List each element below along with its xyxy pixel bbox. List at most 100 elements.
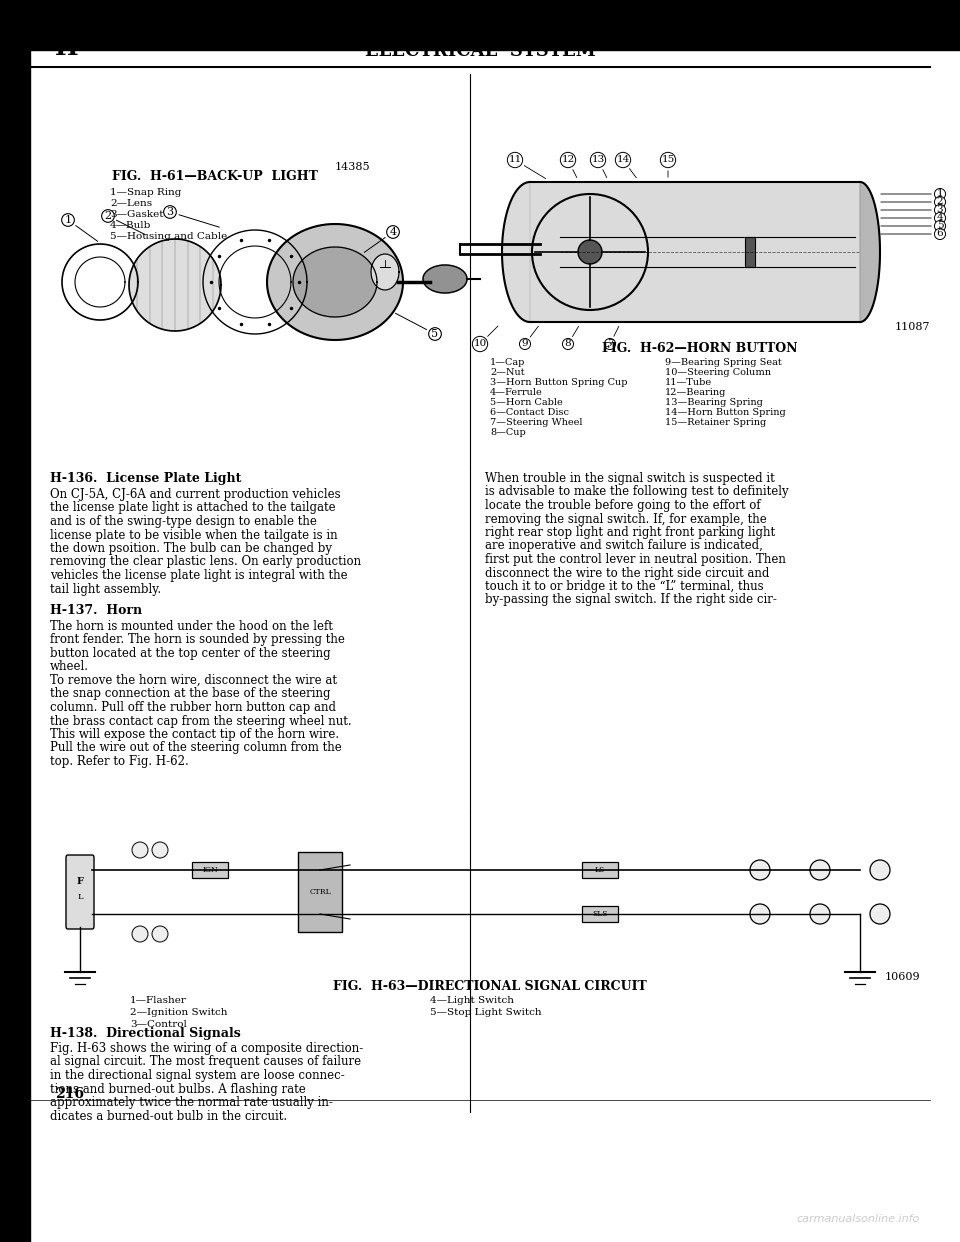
Text: 8—Cup: 8—Cup: [490, 428, 526, 437]
Bar: [0, 0, 30, 1242]
Text: Fig. H-63 shows the wiring of a composite direction-: Fig. H-63 shows the wiring of a composit…: [50, 1042, 363, 1054]
Text: SLS: SLS: [592, 910, 608, 918]
Text: 3: 3: [880, 205, 944, 215]
Text: first put the control lever in neutral position. Then: first put the control lever in neutral p…: [485, 553, 786, 566]
Text: 15—Retainer Spring: 15—Retainer Spring: [665, 419, 766, 427]
Text: tail light assembly.: tail light assembly.: [50, 582, 161, 595]
Text: F: F: [77, 878, 84, 887]
Text: 6: 6: [880, 230, 944, 238]
Text: the brass contact cap from the steering wheel nut.: the brass contact cap from the steering …: [50, 714, 351, 728]
Text: 4—Ferrule: 4—Ferrule: [490, 388, 542, 397]
Text: LS: LS: [595, 866, 605, 874]
Text: L: L: [77, 893, 83, 900]
Text: 14385: 14385: [334, 161, 370, 171]
Text: tions and burned-out bulbs. A flashing rate: tions and burned-out bulbs. A flashing r…: [50, 1083, 305, 1095]
Text: 9—Bearing Spring Seat: 9—Bearing Spring Seat: [665, 358, 781, 366]
Text: button located at the top center of the steering: button located at the top center of the …: [50, 647, 330, 660]
Text: 14: 14: [616, 155, 636, 178]
Text: al signal circuit. The most frequent causes of failure: al signal circuit. The most frequent cau…: [50, 1056, 361, 1068]
Text: H: H: [55, 36, 79, 60]
Text: 7—Steering Wheel: 7—Steering Wheel: [490, 419, 583, 427]
Text: 11: 11: [509, 155, 545, 179]
Text: the license plate light is attached to the tailgate: the license plate light is attached to t…: [50, 502, 336, 514]
Text: ELECTRICAL  SYSTEM: ELECTRICAL SYSTEM: [365, 42, 595, 60]
Polygon shape: [293, 247, 377, 317]
Text: 2—Nut: 2—Nut: [490, 368, 524, 378]
Text: 14—Horn Button Spring: 14—Horn Button Spring: [665, 409, 785, 417]
Text: 1—Snap Ring: 1—Snap Ring: [110, 188, 181, 197]
Circle shape: [810, 904, 830, 924]
Text: 12—Bearing: 12—Bearing: [665, 388, 727, 397]
Text: 8: 8: [564, 327, 579, 349]
Text: are inoperative and switch failure is indicated,: are inoperative and switch failure is in…: [485, 539, 763, 553]
Bar: [582, 905, 618, 922]
Circle shape: [870, 859, 890, 881]
Text: H-138.  Directional Signals: H-138. Directional Signals: [50, 1027, 241, 1040]
Text: 1: 1: [64, 215, 98, 241]
Text: 6—Contact Disc: 6—Contact Disc: [490, 409, 569, 417]
Polygon shape: [129, 238, 221, 332]
Text: license plate to be visible when the tailgate is in: license plate to be visible when the tai…: [50, 529, 338, 542]
Text: 3—Gasket: 3—Gasket: [110, 210, 163, 219]
Text: 1: 1: [880, 190, 944, 199]
Text: 4—Light Switch: 4—Light Switch: [430, 996, 514, 1005]
Text: 4: 4: [364, 227, 396, 252]
Text: On CJ-5A, CJ-6A and current production vehicles: On CJ-5A, CJ-6A and current production v…: [50, 488, 341, 501]
Text: FIG.  H-61—BACK-UP  LIGHT: FIG. H-61—BACK-UP LIGHT: [112, 170, 318, 183]
Polygon shape: [860, 183, 880, 322]
Circle shape: [750, 904, 770, 924]
Text: carmanualsonline.info: carmanualsonline.info: [797, 1213, 920, 1225]
Text: FIG.  H-62—HORN BUTTON: FIG. H-62—HORN BUTTON: [602, 342, 798, 355]
Text: locate the trouble before going to the effort of: locate the trouble before going to the e…: [485, 499, 760, 512]
FancyBboxPatch shape: [66, 854, 94, 929]
Text: front fender. The horn is sounded by pressing the: front fender. The horn is sounded by pre…: [50, 633, 345, 647]
Text: 4: 4: [880, 214, 944, 222]
Text: removing the clear plastic lens. On early production: removing the clear plastic lens. On earl…: [50, 555, 361, 569]
Circle shape: [578, 240, 602, 265]
Text: 1—Flasher: 1—Flasher: [130, 996, 187, 1005]
Polygon shape: [502, 183, 530, 322]
Text: CTRL: CTRL: [309, 888, 331, 895]
Text: the snap connection at the base of the steering: the snap connection at the base of the s…: [50, 688, 330, 700]
Polygon shape: [423, 265, 467, 293]
Text: 13—Bearing Spring: 13—Bearing Spring: [665, 397, 763, 407]
Text: IGN: IGN: [203, 866, 218, 874]
Text: 5: 5: [880, 221, 944, 231]
Text: 3: 3: [166, 207, 219, 227]
Polygon shape: [267, 224, 403, 340]
Text: column. Pull off the rubber horn button cap and: column. Pull off the rubber horn button …: [50, 700, 336, 714]
Text: is advisable to make the following test to definitely: is advisable to make the following test …: [485, 486, 788, 498]
Bar: [582, 862, 618, 878]
Text: 12: 12: [562, 155, 577, 178]
Circle shape: [132, 842, 148, 858]
Text: approximately twice the normal rate usually in-: approximately twice the normal rate usua…: [50, 1095, 333, 1109]
Text: 216: 216: [55, 1087, 84, 1100]
Text: 3—Horn Button Spring Cup: 3—Horn Button Spring Cup: [490, 378, 628, 388]
Text: 11—Tube: 11—Tube: [665, 378, 712, 388]
Text: by-passing the signal switch. If the right side cir-: by-passing the signal switch. If the rig…: [485, 594, 777, 606]
Circle shape: [152, 842, 168, 858]
Bar: [192, 862, 228, 878]
Text: 15: 15: [661, 155, 675, 178]
Text: FIG.  H-63—DIRECTIONAL SIGNAL CIRCUIT: FIG. H-63—DIRECTIONAL SIGNAL CIRCUIT: [333, 980, 647, 994]
Text: This will expose the contact tip of the horn wire.: This will expose the contact tip of the …: [50, 728, 339, 741]
Text: Pull the wire out of the steering column from the: Pull the wire out of the steering column…: [50, 741, 342, 754]
Text: H-136.  License Plate Light: H-136. License Plate Light: [50, 472, 241, 484]
Text: 2: 2: [880, 197, 944, 206]
Text: 5—Housing and Cable: 5—Housing and Cable: [110, 232, 228, 241]
Text: removing the signal switch. If, for example, the: removing the signal switch. If, for exam…: [485, 513, 767, 525]
Text: top. Refer to Fig. H-62.: top. Refer to Fig. H-62.: [50, 755, 189, 768]
Circle shape: [152, 927, 168, 941]
Text: 2—Ignition Switch: 2—Ignition Switch: [130, 1009, 228, 1017]
Text: When trouble in the signal switch is suspected it: When trouble in the signal switch is sus…: [485, 472, 775, 484]
Text: 4—Bulb: 4—Bulb: [110, 221, 152, 230]
Text: 13: 13: [591, 155, 607, 178]
Text: in the directional signal system are loose connec-: in the directional signal system are loo…: [50, 1069, 345, 1082]
Text: 10: 10: [473, 325, 498, 349]
Text: 2—Lens: 2—Lens: [110, 199, 152, 207]
Text: To remove the horn wire, disconnect the wire at: To remove the horn wire, disconnect the …: [50, 674, 337, 687]
Text: 5—Stop Light Switch: 5—Stop Light Switch: [430, 1009, 541, 1017]
Circle shape: [132, 927, 148, 941]
Circle shape: [750, 859, 770, 881]
Text: right rear stop light and right front parking light: right rear stop light and right front pa…: [485, 527, 775, 539]
